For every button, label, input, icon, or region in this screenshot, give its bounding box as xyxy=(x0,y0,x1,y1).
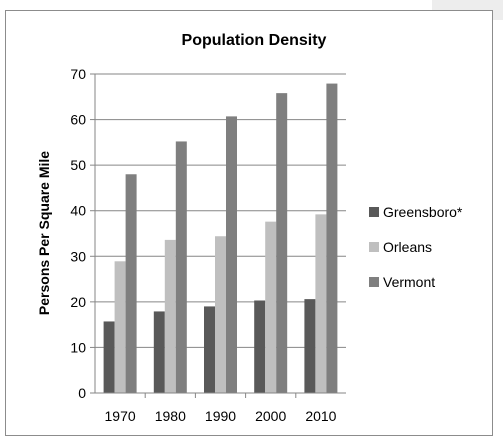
y-tick-label: 30 xyxy=(70,248,86,264)
bar-greensboro-2000 xyxy=(254,300,266,393)
x-tick-label: 1970 xyxy=(105,408,136,424)
bar-orleans-2000 xyxy=(265,221,277,393)
x-tick-label: 1990 xyxy=(205,408,236,424)
bar-greensboro-2010 xyxy=(304,299,316,393)
bar-greensboro-1980 xyxy=(153,311,165,393)
bar-orleans-1990 xyxy=(215,236,226,393)
bar-greensboro-1990 xyxy=(204,306,215,393)
bar-vermont-1990 xyxy=(226,116,237,393)
bar-vermont-1970 xyxy=(125,174,137,393)
y-tick-label: 10 xyxy=(70,339,86,355)
bars xyxy=(103,83,338,393)
x-tick-label: 1980 xyxy=(155,408,186,424)
bar-orleans-1970 xyxy=(114,261,126,393)
bar-vermont-2010 xyxy=(326,83,338,393)
legend-swatch xyxy=(369,277,379,287)
x-tick-label: 2010 xyxy=(305,408,336,424)
legend-label: Orleans xyxy=(383,239,432,255)
x-tick-label: 2000 xyxy=(255,408,286,424)
axes: 0 10 20 30 40 50 60 70 1970 1980 1990 2000 2010 xyxy=(70,66,346,424)
y-axis-label: Persons Per Square Mile xyxy=(36,151,52,315)
bar-orleans-1980 xyxy=(164,239,176,393)
bar-orleans-2010 xyxy=(315,214,327,393)
y-tick-label: 0 xyxy=(78,385,86,401)
legend-label: Vermont xyxy=(383,274,435,290)
chart-frame xyxy=(5,10,493,436)
y-tick-label: 20 xyxy=(70,294,86,310)
y-tick-label: 50 xyxy=(70,157,86,173)
legend: Greensboro* Orleans Vermont xyxy=(369,204,463,290)
bar-vermont-2000 xyxy=(276,93,288,393)
chart-title: Population Density xyxy=(182,32,327,49)
bar-greensboro-1970 xyxy=(103,321,115,393)
y-tick-label: 60 xyxy=(70,112,86,128)
y-tick-label: 70 xyxy=(70,66,86,82)
legend-swatch xyxy=(369,242,379,252)
bar-vermont-1980 xyxy=(175,141,187,393)
legend-label: Greensboro* xyxy=(383,204,463,220)
legend-swatch xyxy=(369,207,379,217)
y-tick-label: 40 xyxy=(70,203,86,219)
